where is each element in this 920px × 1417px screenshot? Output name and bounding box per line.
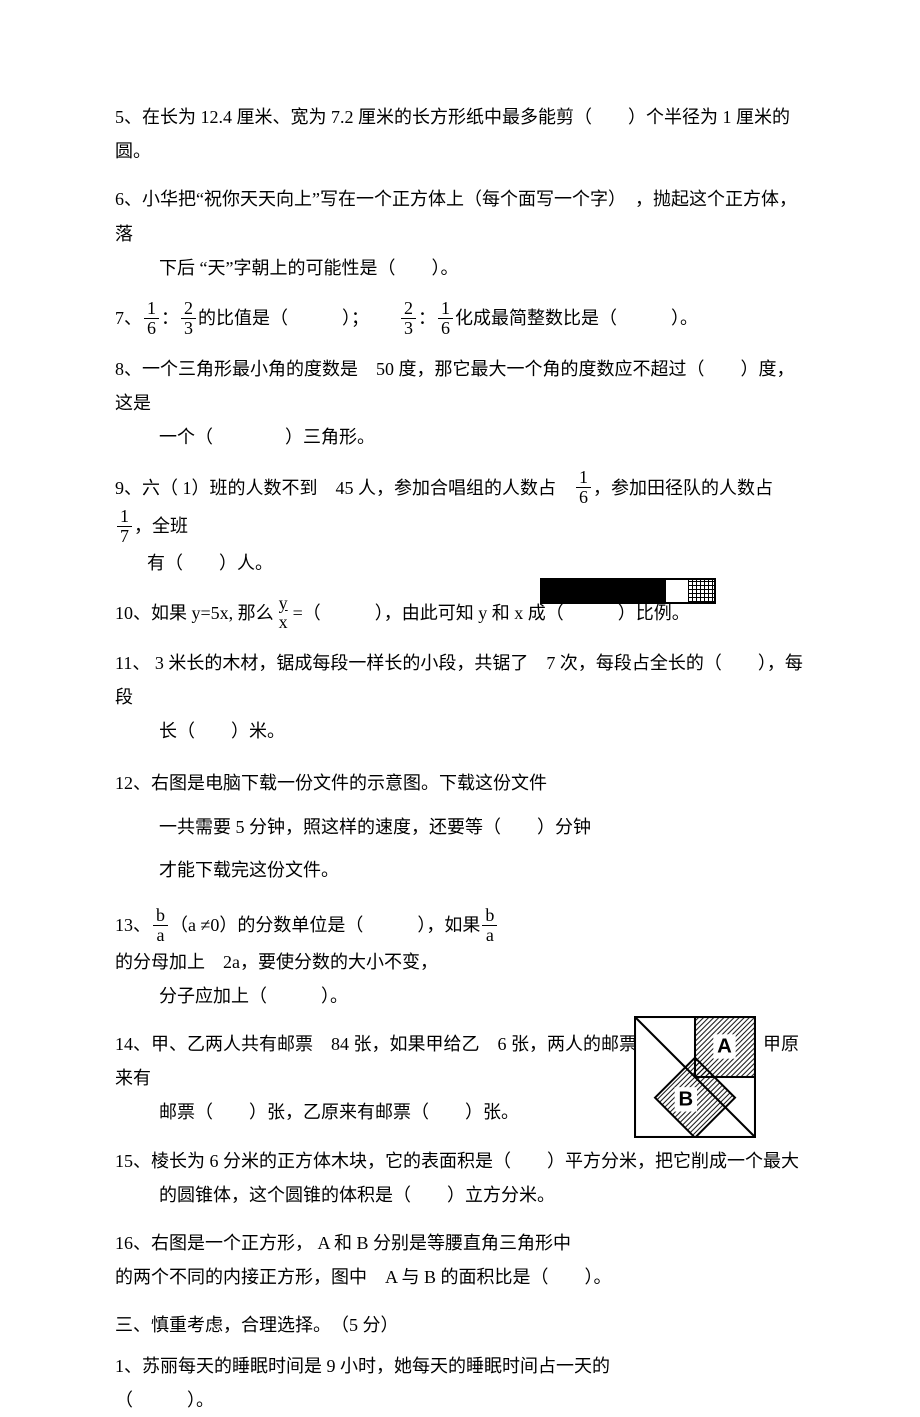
q16-line1: 16、右图是一个正方形， A 和 B 分别是等腰直角三角形中 — [115, 1226, 805, 1260]
q16-line2: 的两个不同的内接正方形，图中 A 与 B 的面积比是（ ）。 — [115, 1260, 805, 1294]
fraction-1-7: 1 7 — [117, 507, 132, 546]
q11-line2: 长（ ）米。 — [115, 714, 805, 748]
q7-mid2: 化成最简整数比是（ ）。 — [455, 301, 698, 335]
question-11: 11、 3 米长的木材，锯成每段一样长的小段，共锯了 7 次，每段占全长的（ ）… — [115, 646, 805, 749]
progress-fill — [542, 580, 666, 602]
fraction-2-3: 2 3 — [181, 299, 196, 338]
s3-question-1: 1、苏丽每天的睡眠时间是 9 小时，她每天的睡眠时间占一天的 （ ）。 — [115, 1349, 805, 1417]
s3-q1-line1: 1、苏丽每天的睡眠时间是 9 小时，她每天的睡眠时间占一天的 — [115, 1349, 805, 1383]
q12-line3: 才能下载完这份文件。 — [115, 849, 805, 892]
q15-line2: 的圆锥体，这个圆锥的体积是（ ）立方分米。 — [115, 1178, 805, 1212]
q13-pre: 13、 — [115, 908, 151, 942]
q9-line1: 9、六（ 1）班的人数不到 45 人，参加合唱组的人数占 1 6 ，参加田径队的… — [115, 468, 805, 546]
q9-mid: ，参加田径队的人数占 — [593, 471, 791, 505]
fraction-1-6c: 1 6 — [576, 468, 591, 507]
q12-line2: 一共需要 5 分钟，照这样的速度，还要等（ ）分钟 — [115, 806, 805, 849]
svg-text:B: B — [679, 1088, 694, 1110]
q8-line1: 8、一个三角形最小角的度数是 50 度，那它最大一个角的度数应不超过（ ）度，这… — [115, 352, 805, 420]
fraction-y-over-x: y x — [276, 594, 291, 632]
download-progress-bar — [540, 578, 716, 604]
fraction-b-over-a: b a — [153, 906, 168, 945]
q9-pre: 9、六（ 1）班的人数不到 45 人，参加合唱组的人数占 — [115, 471, 574, 505]
q8-line2: 一个（ ）三角形。 — [115, 420, 805, 454]
q5-text: 5、在长为 12.4 厘米、宽为 7.2 厘米的长方形纸中最多能剪（ ）个半径为… — [115, 107, 790, 161]
progress-hatch — [688, 580, 714, 602]
question-12: 12、右图是电脑下载一份文件的示意图。下载这份文件 一共需要 5 分钟，照这样的… — [115, 762, 805, 892]
question-8: 8、一个三角形最小角的度数是 50 度，那它最大一个角的度数应不超过（ ）度，这… — [115, 352, 805, 455]
fraction-2-3b: 2 3 — [401, 299, 416, 338]
fraction-1-6b: 1 6 — [438, 299, 453, 338]
q9-tail: ，全班 — [134, 509, 188, 543]
figure-squares-AB: A B — [634, 1016, 756, 1138]
q13-line2: 分子应加上（ ）。 — [115, 979, 805, 1013]
section-3-header: 三、慎重考虑，合理选择。 （5 分） — [115, 1308, 805, 1342]
question-16: 16、右图是一个正方形， A 和 B 分别是等腰直角三角形中 的两个不同的内接正… — [115, 1226, 805, 1294]
q6-line2: 下后 “天”字朝上的可能性是（ ）。 — [115, 251, 805, 285]
question-15: 15、棱长为 6 分米的正方体木块，它的表面积是（ ）平方分米，把它削成一个最大… — [115, 1144, 805, 1212]
question-5: 5、在长为 12.4 厘米、宽为 7.2 厘米的长方形纸中最多能剪（ ）个半径为… — [115, 100, 805, 168]
fraction-b-over-a-2: b a — [482, 906, 497, 945]
question-6: 6、小华把“祝你天天向上”写在一个正方体上（每个面写一个字） ，抛起这个正方体，… — [115, 182, 805, 285]
q13-line1: 13、 b a （a ≠0）的分数单位是（ ），如果 b a 的分母加上 2a，… — [115, 906, 805, 979]
svg-text:A: A — [717, 1036, 732, 1058]
q10-pre: 10、如果 y=5x, 那么 — [115, 596, 274, 630]
q12-line1: 12、右图是电脑下载一份文件的示意图。下载这份文件 — [115, 762, 805, 805]
q9-line2: 有（ ）人。 — [115, 546, 805, 580]
colon: ： — [161, 301, 179, 335]
q13-mid1: （a ≠0）的分数单位是（ ），如果 — [170, 908, 480, 942]
q7-pre: 7、 — [115, 301, 142, 335]
q7-mid1: 的比值是（ ）； — [198, 301, 369, 335]
colon2: ： — [418, 301, 436, 335]
s3-q1-line2: （ ）。 — [115, 1383, 805, 1417]
q15-line1: 15、棱长为 6 分米的正方体木块，它的表面积是（ ）平方分米，把它削成一个最大 — [115, 1144, 805, 1178]
fraction-1-6: 1 6 — [144, 299, 159, 338]
question-7: 7、 1 6 ： 2 3 的比值是（ ）； 2 3 ： 1 6 化成最简整数比是… — [115, 299, 805, 338]
question-9: 9、六（ 1）班的人数不到 45 人，参加合唱组的人数占 1 6 ，参加田径队的… — [115, 468, 805, 580]
q11-line1: 11、 3 米长的木材，锯成每段一样长的小段，共锯了 7 次，每段占全长的（ ）… — [115, 646, 805, 714]
q13-mid2: 的分母加上 2a，要使分数的大小不变， — [115, 945, 438, 979]
q6-line1: 6、小华把“祝你天天向上”写在一个正方体上（每个面写一个字） ，抛起这个正方体，… — [115, 182, 805, 250]
question-13: 13、 b a （a ≠0）的分数单位是（ ），如果 b a 的分母加上 2a，… — [115, 906, 805, 1013]
